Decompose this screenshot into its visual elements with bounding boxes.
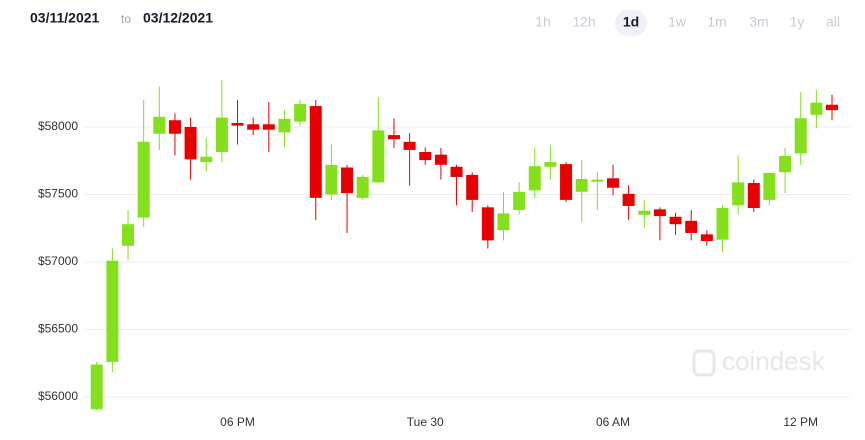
candle-body — [215, 117, 228, 152]
candle-body — [153, 116, 166, 134]
candle-body — [231, 122, 244, 126]
date-separator: to — [121, 12, 131, 26]
date-to[interactable]: 03/12/2021 — [143, 10, 213, 26]
candle-body — [606, 178, 619, 188]
candle-body — [560, 164, 573, 200]
candle-body — [700, 234, 713, 242]
candle-body — [309, 106, 322, 198]
candle-body — [434, 154, 447, 165]
range-selector: 1h 12h 1d 1w 1m 3m 1y all — [535, 10, 840, 36]
y-tick-label: $58000 — [38, 119, 78, 133]
candle-body — [403, 141, 416, 150]
candle-body — [450, 166, 463, 177]
range-button[interactable]: 1w — [668, 14, 687, 30]
candle-body — [341, 167, 354, 194]
candle-body — [262, 124, 275, 130]
chart: coindesk $56000 $56500 $57000 $57500 $58000 06… — [38, 79, 850, 429]
candle-body — [826, 104, 839, 111]
candle-body — [497, 213, 510, 231]
date-from[interactable]: 03/11/2021 — [30, 10, 100, 26]
candle-body — [685, 220, 698, 233]
candle-body — [638, 210, 651, 215]
range-button[interactable]: 3m — [749, 14, 768, 30]
range-button[interactable]: 1y — [790, 14, 805, 30]
candle-body — [653, 209, 666, 217]
y-tick-label: $57000 — [38, 254, 78, 268]
candle-body — [387, 135, 400, 140]
candle-body — [278, 118, 291, 133]
range-highlight — [615, 10, 647, 36]
candle-body — [810, 102, 823, 115]
candle-body — [106, 260, 119, 362]
candle-body — [544, 162, 557, 167]
watermark-icon — [692, 349, 716, 377]
candle-body — [622, 193, 635, 206]
candle-body — [528, 166, 541, 191]
candle-body — [669, 216, 682, 225]
watermark: coindesk — [722, 346, 826, 376]
x-tick-label: 06 AM — [596, 415, 630, 429]
range-button[interactable]: 1m — [707, 14, 726, 30]
candle-body — [294, 104, 307, 122]
x-tick-label: Tue 30 — [407, 415, 444, 429]
x-tick-label: 12 PM — [783, 415, 818, 429]
candle-body — [794, 118, 807, 154]
candle-body — [779, 156, 792, 173]
candle-body — [90, 364, 103, 410]
candle-body — [325, 164, 338, 195]
y-tick-label: $56500 — [38, 322, 78, 336]
y-tick-label: $57500 — [38, 187, 78, 201]
candle-body — [591, 179, 604, 182]
candle-body — [372, 130, 385, 183]
range-button[interactable]: 1h — [535, 14, 551, 30]
candle-body — [356, 176, 369, 198]
candle-body — [747, 183, 760, 208]
range-button[interactable]: all — [826, 14, 840, 30]
candle-body — [466, 174, 479, 200]
y-tick-label: $56000 — [38, 389, 78, 403]
candle-body — [575, 178, 588, 192]
candle-body — [122, 224, 135, 246]
x-tick-label: 06 PM — [220, 415, 255, 429]
candle-body — [716, 208, 729, 240]
candle-body — [419, 151, 432, 161]
candle-body — [200, 156, 213, 163]
candle-body — [481, 207, 494, 241]
range-button[interactable]: 12h — [572, 14, 595, 30]
candle-body — [763, 172, 776, 200]
candle-body — [137, 141, 150, 218]
candle-body — [732, 182, 745, 206]
candle-body — [513, 191, 526, 211]
candle-body — [247, 124, 260, 130]
candle-body — [168, 120, 181, 134]
range-button[interactable]: 1d — [623, 14, 639, 30]
candle-body — [184, 127, 197, 160]
